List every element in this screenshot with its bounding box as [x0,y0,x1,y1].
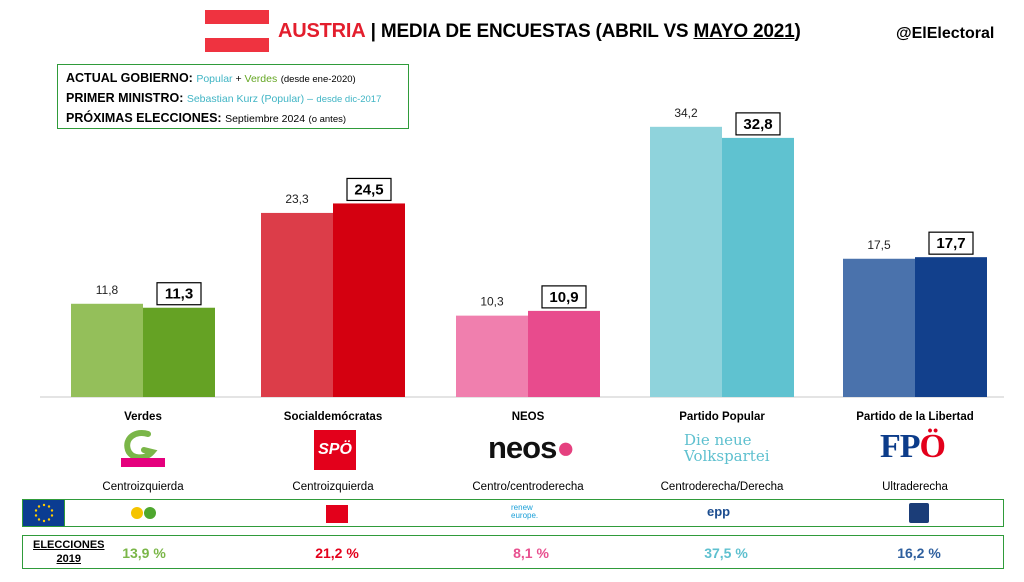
fpo-logo-text: FP [880,428,921,465]
austria-flag [205,10,269,52]
author-handle: @ElElectoral [896,25,995,42]
bar-current [528,310,600,397]
title-main: MEDIA DE ENCUESTAS (ABRIL VS [380,21,694,42]
elections-2019-row: ELECCIONES 2019 13,9 % 21,2 % 8,1 % 37,5… [22,535,1004,569]
ideology-label: Centro/centroderecha [472,481,584,493]
fpo-logo-o: Ö [919,428,946,465]
title-month: MAYO 2021 [693,21,795,42]
government-party-popular: Popular [196,73,233,85]
renew-europe-group-label: renew europe. [511,503,539,520]
election-result-fpo: 16,2 % [897,545,941,561]
value-label-current: 10,9 [549,289,578,306]
neos-logo: neos● [488,430,575,466]
election-result-verdes: 13,9 % [122,545,166,561]
ideology-label: Ultraderecha [882,481,948,493]
government-row: ACTUAL GOBIERNO: Popular + Verdes (desde… [66,69,400,89]
value-label-current: 11,3 [165,286,193,303]
next-elections-label: PRÓXIMAS ELECCIONES: [66,111,222,125]
government-party-verdes: Verdes [244,73,278,85]
government-label: ACTUAL GOBIERNO: [66,71,193,85]
fpo-logo: FPÖ [880,428,946,466]
value-label-previous: 10,3 [480,295,504,309]
eu-groups-row: renew europe. epp [22,499,1004,527]
next-elections-value: Septiembre 2024 [225,113,306,125]
ideology-label: Centroderecha/Derecha [661,481,784,493]
election-result-neos: 8,1 % [513,545,549,561]
title-separator: | [370,21,376,42]
next-elections-note: (o antes) [308,114,347,125]
elections-label-line1: ELECCIONES [33,539,105,551]
prime-minister-value: Sebastian Kurz (Popular) – [186,93,313,105]
category-label: NEOS [512,411,545,423]
greens-efa-group-icon [131,507,156,519]
value-label-box [735,112,781,136]
prime-minister-since: desde dic-2017 [316,94,382,105]
bar-previous [71,303,143,397]
elections-label-line2: 2019 [56,553,81,565]
page-title: AUSTRIA | MEDIA DE ENCUESTAS (ABRIL VS M… [278,20,801,43]
title-country: AUSTRIA [278,20,366,42]
ovp-logo-line1: Die neue [684,431,752,449]
elections-2019-label: ELECCIONES 2019 [33,538,105,566]
prime-minister-row: PRIMER MINISTRO: Sebastian Kurz (Popular… [66,89,400,109]
bar-current [333,203,405,397]
info-box: ACTUAL GOBIERNO: Popular + Verdes (desde… [57,64,409,129]
bar-previous [456,315,528,397]
next-elections-row: PRÓXIMAS ELECCIONES: Septiembre 2024 (o … [66,109,400,129]
title-close: ) [794,21,801,42]
election-result-spo: 21,2 % [315,545,359,561]
category-label: Verdes [124,411,162,423]
value-label-box [541,285,587,309]
value-label-previous: 17,5 [867,238,891,252]
government-since: (desde ene-2020) [280,74,356,85]
epp-group-label: epp [707,504,731,519]
value-label-box [346,177,392,202]
value-label-box [928,231,974,255]
ideology-label: Centroizquierda [102,481,184,493]
prime-minister-label: PRIMER MINISTRO: [66,91,184,105]
value-label-current: 24,5 [354,181,383,198]
election-result-ovp: 37,5 % [704,545,748,561]
bar-current [915,257,987,397]
government-plus: + [232,73,245,85]
value-label-previous: 34,2 [674,106,698,120]
category-label: Partido Popular [679,411,765,423]
value-label-previous: 11,8 [96,283,119,297]
ovp-logo-line2: Volkspartei [684,447,770,465]
value-label-current: 17,7 [936,235,965,252]
eu-flag-icon [23,500,65,526]
neos-logo-text: neos [488,430,557,465]
ovp-logo: Die neue Volkspartei [684,432,770,464]
bar-chart: 11,8 11,3 Verdes 23,3 24,5 Socialdemócratas 10… [40,106,1004,423]
id-group-icon [909,503,929,523]
value-label-box [156,282,202,306]
greens-logo-icon [121,430,165,467]
category-label: Partido de la Libertad [856,411,974,423]
value-label-current: 32,8 [743,116,772,133]
neos-dot-icon: ● [556,430,575,465]
bar-previous [261,212,333,397]
bar-current [722,137,794,397]
bar-previous [843,258,915,397]
value-label-previous: 23,3 [285,192,309,206]
ideology-label: Centroizquierda [292,481,374,493]
s-and-d-group-icon [326,505,348,523]
category-label: Socialdemócratas [284,411,382,423]
bar-previous [650,126,722,397]
spo-logo: SPÖ [314,430,356,470]
bar-current [143,307,215,397]
ideology-labels: Centroizquierda Centroizquierda Centro/cen… [102,481,948,493]
